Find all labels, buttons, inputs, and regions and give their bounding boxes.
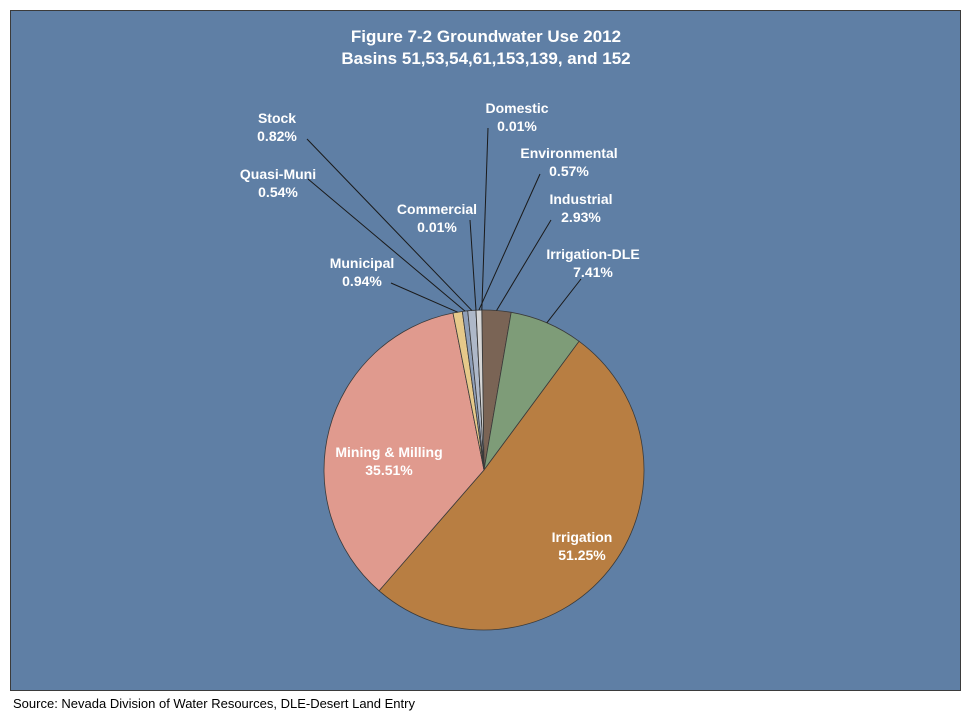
slice-value-municipal: 0.94% (342, 273, 382, 289)
pie-slice-mining (323, 312, 485, 592)
pie-slice-environmental (475, 309, 485, 471)
slice-label-stock: Stock (258, 110, 296, 126)
slice-label-environmental: Environmental (520, 145, 617, 161)
slice-label-commercial: Commercial (397, 201, 477, 217)
chart-area: Figure 7-2 Groundwater Use 2012 Basins 5… (10, 10, 961, 691)
chart-subtitle: Basins 51,53,54,61,153,139, and 152 (341, 49, 630, 68)
chart-title: Figure 7-2 Groundwater Use 2012 (351, 27, 621, 46)
pie-chart: Figure 7-2 Groundwater Use 2012 Basins 5… (240, 27, 645, 631)
leader-line-quasi_muni (307, 178, 466, 312)
slice-label-quasi_muni: Quasi-Muni (240, 166, 316, 182)
slice-value-mining: 35.51% (365, 462, 413, 478)
slice-value-commercial: 0.01% (417, 219, 457, 235)
slice-label-industrial: Industrial (549, 191, 612, 207)
slice-value-quasi_muni: 0.54% (258, 184, 298, 200)
slice-value-irrigation: 51.25% (558, 547, 606, 563)
slice-value-domestic: 0.01% (497, 118, 537, 134)
pie-slice-irrigation (378, 340, 645, 631)
slice-value-irrigation_dle: 7.41% (573, 264, 613, 280)
slice-label-irrigation: Irrigation (552, 529, 613, 545)
leader-line-commercial (469, 219, 477, 311)
leader-line-industrial (496, 219, 552, 311)
slice-value-stock: 0.82% (257, 128, 297, 144)
slice-label-municipal: Municipal (330, 255, 395, 271)
slice-label-domestic: Domestic (485, 100, 548, 116)
slice-label-mining: Mining & Milling (335, 444, 442, 460)
source-note: Source: Nevada Division of Water Resourc… (13, 696, 415, 711)
leader-line-stock (306, 138, 473, 311)
leader-line-environmental (478, 173, 541, 311)
slice-label-irrigation_dle: Irrigation-DLE (546, 246, 639, 262)
leader-line-municipal (390, 282, 458, 313)
leader-line-domestic (481, 127, 489, 311)
slice-value-industrial: 2.93% (561, 209, 601, 225)
leader-line-irrigation_dle (546, 278, 582, 324)
slice-value-environmental: 0.57% (549, 163, 589, 179)
